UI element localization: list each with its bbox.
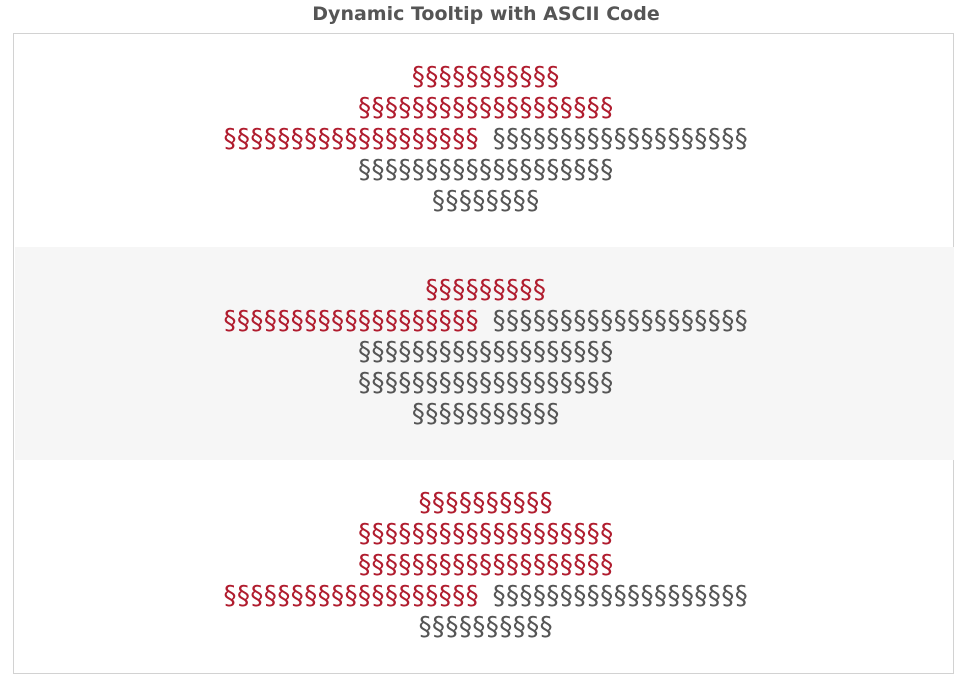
ascii-segment-red: §§§§§§§§§§§ [410,62,561,92]
ascii-line: §§§§§§§§§ [15,275,954,306]
ascii-line: §§§§§§§§§§§§§§§§§§§ [15,550,954,581]
ascii-segment-red: §§§§§§§§§§§§§§§§§§§ [222,306,480,336]
ascii-segment-gray: §§§§§§§§§§ [417,612,554,642]
ascii-segment-gray [478,581,491,611]
ascii-segment-gray: §§§§§§§§§§§ [410,399,561,429]
ascii-line: §§§§§§§§§§§§§§§§§§§ [15,337,954,368]
ascii-line: §§§§§§§§§§§§§§§§§§§ [15,155,954,186]
ascii-line: §§§§§§§§§§ [15,612,954,643]
ascii-segment-gray: §§§§§§§§§§§§§§§§§§§ [491,306,749,336]
tooltip-row[interactable]: §§§§§§§§§§§§§§§§§§§§§§§§§§§§§§§§§§§§§§§§… [15,460,954,673]
ascii-line: §§§§§§§§§§§ [15,62,954,93]
ascii-segment-red: §§§§§§§§§ [423,275,547,305]
ascii-segment-red: §§§§§§§§§§§§§§§§§§§ [356,519,615,549]
ascii-segment-red: §§§§§§§§§§§§§§§§§§§ [222,124,480,154]
ascii-segment-gray: §§§§§§§§§§§§§§§§§§§ [491,124,749,154]
ascii-line: §§§§§§§§§§§§§§§§§§§ [15,93,954,124]
ascii-line: §§§§§§§§§§§§§§§§§§§ [15,368,954,399]
ascii-art-block: §§§§§§§§§ §§§§§§§§§§§§§§§§§§§ §§§§§§§§§§§… [15,275,954,430]
ascii-segment-red: §§§§§§§§§§§§§§§§§§§ [356,93,615,123]
ascii-line: §§§§§§§§§§§§§§§§§§§ §§§§§§§§§§§§§§§§§§§ [15,124,954,155]
ascii-segment-red: §§§§§§§§§§§§§§§§§§§ [222,581,480,611]
ascii-art-block: §§§§§§§§§§§§§§§§§§§§§§§§§§§§§§§§§§§§§§§§… [15,62,954,217]
ascii-line: §§§§§§§§§§§ [15,399,954,430]
ascii-line: §§§§§§§§§§§§§§§§§§§ §§§§§§§§§§§§§§§§§§§ [15,581,954,612]
tooltip-row[interactable]: §§§§§§§§§ §§§§§§§§§§§§§§§§§§§ §§§§§§§§§§§… [15,247,954,460]
ascii-art-block: §§§§§§§§§§§§§§§§§§§§§§§§§§§§§§§§§§§§§§§§… [15,488,954,643]
tooltip-panel: §§§§§§§§§§§ §§§§§§§§§§§§§§§§§§§ §§§§§§§§§§… [13,33,954,674]
ascii-segment-gray [478,124,491,154]
ascii-segment-gray: §§§§§§§§§§§§§§§§§§§ [356,368,615,398]
ascii-segment-gray: §§§§§§§§§§§§§§§§§§§ [356,337,615,367]
ascii-segment-gray: §§§§§§§§ [430,186,541,216]
ascii-line: §§§§§§§§§§§§§§§§§§§ §§§§§§§§§§§§§§§§§§§ [15,306,954,337]
ascii-segment-red: §§§§§§§§§§§§§§§§§§§ [356,550,615,580]
ascii-segment-gray: §§§§§§§§§§§§§§§§§§§ [491,581,749,611]
ascii-segment-gray [478,306,491,336]
ascii-line: §§§§§§§§ [15,186,954,217]
ascii-line: §§§§§§§§§§ [15,488,954,519]
ascii-segment-red: §§§§§§§§§§ [417,488,554,518]
ascii-segment-gray: §§§§§§§§§§§§§§§§§§§ [356,155,615,185]
page-title: Dynamic Tooltip with ASCII Code [312,3,660,25]
tooltip-row[interactable]: §§§§§§§§§§§§§§§§§§§§§§§§§§§§§§§§§§§§§§§§… [15,34,954,247]
ascii-line: §§§§§§§§§§§§§§§§§§§ [15,519,954,550]
